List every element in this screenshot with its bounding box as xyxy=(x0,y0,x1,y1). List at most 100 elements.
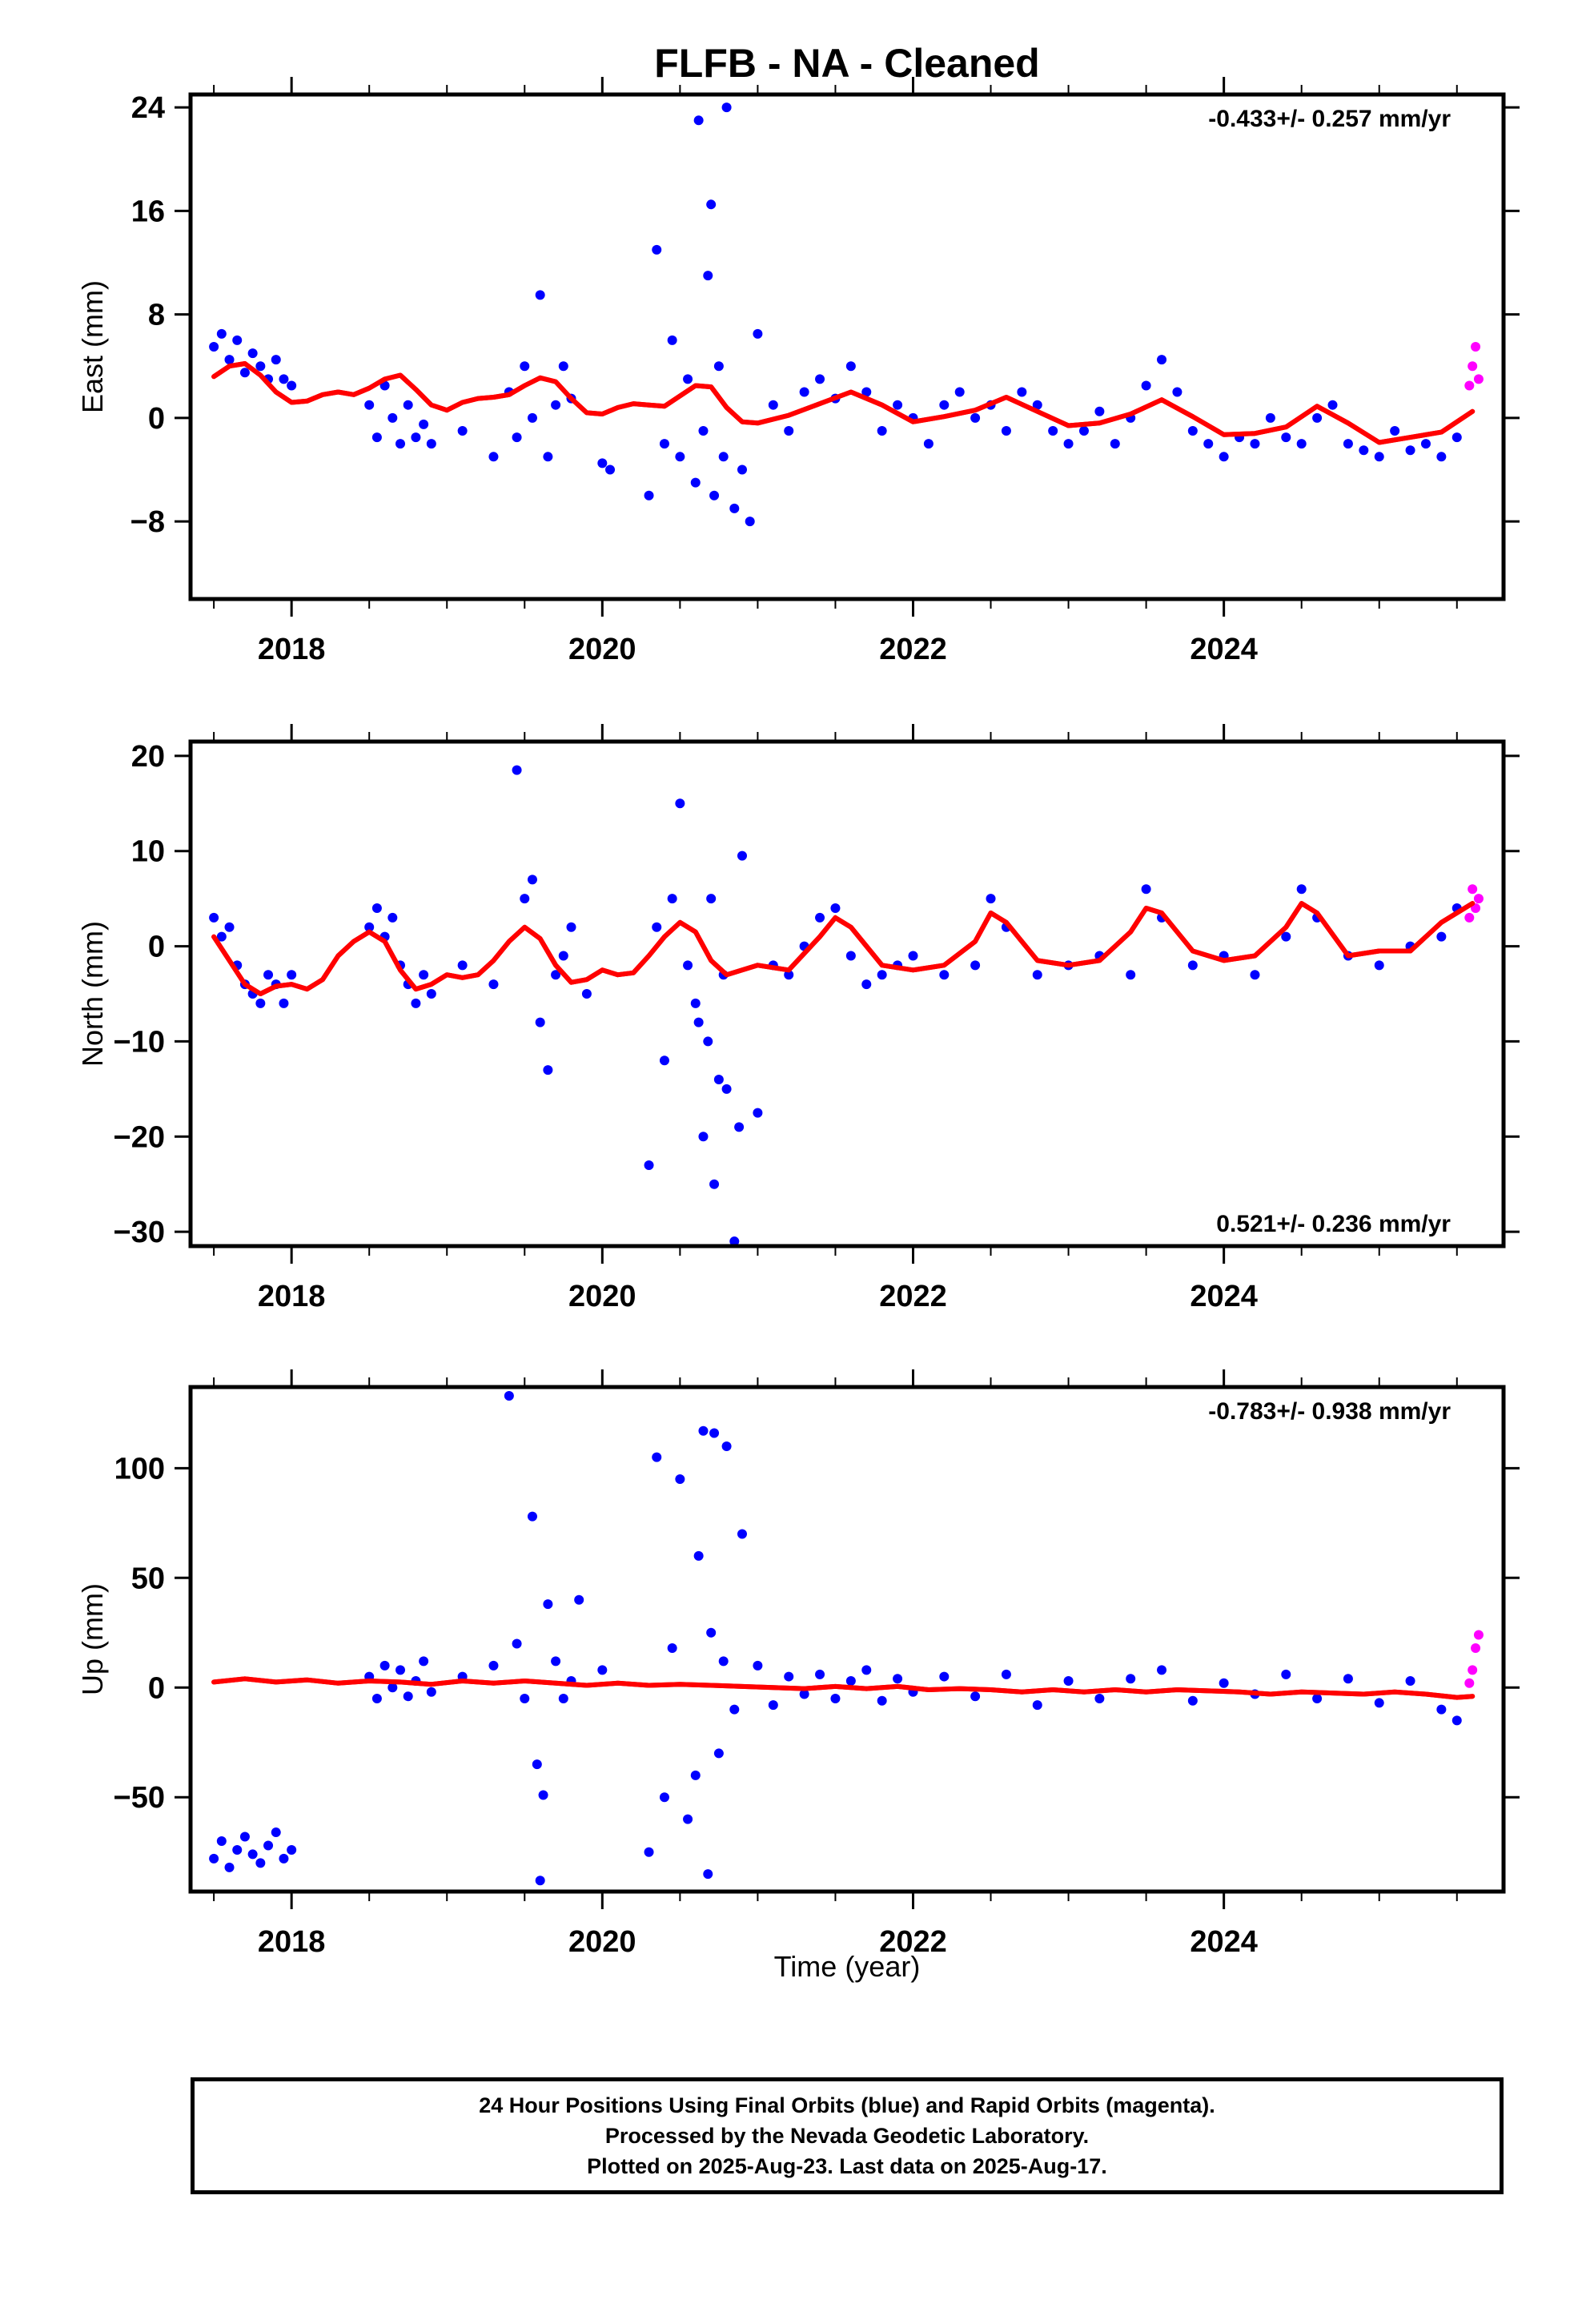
up-final-point xyxy=(387,1683,398,1693)
east-final-point xyxy=(411,432,421,443)
east-final-point xyxy=(893,400,903,410)
up-final-point xyxy=(224,1862,235,1872)
east-final-point xyxy=(287,380,297,391)
east-final-point xyxy=(683,374,693,384)
east-final-point xyxy=(1048,426,1058,436)
east-xtick-label: 2018 xyxy=(258,633,326,666)
north-final-point xyxy=(675,798,685,809)
up-rapid-point xyxy=(1473,1630,1484,1640)
up-final-point xyxy=(815,1669,825,1679)
up-rapid-point xyxy=(1464,1678,1475,1688)
east-final-point xyxy=(1219,452,1229,462)
up-final-point xyxy=(488,1660,499,1671)
up-final-point xyxy=(830,1693,841,1703)
up-final-point xyxy=(652,1452,662,1462)
north-final-point xyxy=(652,922,662,932)
up-final-point xyxy=(371,1693,382,1703)
up-final-point xyxy=(690,1770,701,1780)
east-final-point xyxy=(690,477,701,488)
east-ytick-label: −8 xyxy=(130,505,165,539)
north-final-point xyxy=(706,894,717,904)
up-final-point xyxy=(419,1656,429,1667)
east-final-point xyxy=(845,361,856,372)
east-final-point xyxy=(1265,412,1275,423)
east-final-point xyxy=(1327,400,1338,410)
north-final-point xyxy=(520,894,530,904)
footer-line-3: Plotted on 2025-Aug-23. Last data on 202… xyxy=(587,2154,1107,2178)
up-final-point xyxy=(729,1704,740,1715)
up-final-point xyxy=(426,1687,436,1697)
up-final-point xyxy=(574,1594,584,1605)
east-final-point xyxy=(1281,432,1291,443)
north-final-point xyxy=(419,970,429,980)
north-final-point xyxy=(287,970,297,980)
north-frame xyxy=(188,739,1506,1248)
east-final-point xyxy=(255,361,266,372)
east-final-point xyxy=(271,355,281,365)
east-final-point xyxy=(1374,452,1384,462)
north-final-point xyxy=(1126,970,1136,980)
up-rate-label: -0.783+/- 0.938 mm/yr xyxy=(1208,1398,1451,1425)
east-final-point xyxy=(703,271,713,281)
north-xtick-label: 2022 xyxy=(879,1280,947,1313)
east-final-point xyxy=(558,361,568,372)
north-xtick-label: 2018 xyxy=(258,1280,326,1313)
north-final-point xyxy=(690,998,701,1008)
up-ytick-label: −50 xyxy=(114,1781,165,1815)
up-final-point xyxy=(861,1665,872,1675)
east-final-point xyxy=(1296,439,1307,449)
up-final-point xyxy=(698,1425,709,1436)
panels: 2018 2020 2022 2024 24 16 8 0 −8 East (mm) -0.433+… xyxy=(76,77,1520,1959)
north-ytick-label: 20 xyxy=(131,740,165,774)
up-final-point xyxy=(1436,1704,1447,1715)
east-final-point xyxy=(209,342,219,352)
up-final-point xyxy=(1157,1665,1167,1675)
north-final-point xyxy=(939,970,950,980)
north-rapid-point xyxy=(1468,884,1478,895)
up-final-point xyxy=(675,1474,685,1485)
up-final-point xyxy=(706,1627,717,1638)
up-final-point xyxy=(535,1876,545,1886)
up-frame xyxy=(188,1385,1506,1894)
north-final-point xyxy=(698,1132,709,1142)
up-final-point xyxy=(893,1674,903,1684)
north-xtick-label: 2020 xyxy=(568,1280,636,1313)
east-final-point xyxy=(364,400,375,410)
east-ytick-label: 8 xyxy=(148,299,165,332)
north-final-point xyxy=(1436,931,1447,942)
north-final-point xyxy=(734,1122,745,1132)
up-final-point xyxy=(551,1656,561,1667)
east-final-point xyxy=(535,290,545,300)
up-final-point xyxy=(659,1792,669,1803)
east-final-point xyxy=(1390,426,1400,436)
east-final-point xyxy=(1063,439,1074,449)
up-final-point xyxy=(784,1671,794,1682)
up-data xyxy=(209,1390,1484,1886)
north-final-point xyxy=(488,979,499,990)
up-final-point xyxy=(970,1691,981,1702)
east-final-point xyxy=(457,426,468,436)
east-final-point xyxy=(721,103,732,113)
up-final-point xyxy=(216,1836,227,1846)
north-final-point xyxy=(986,894,996,904)
east-final-point xyxy=(232,335,243,345)
east-final-point xyxy=(877,426,887,436)
east-final-point xyxy=(279,374,289,384)
north-final-point xyxy=(543,1065,553,1076)
north-final-point xyxy=(411,998,421,1008)
east-frame xyxy=(188,92,1506,601)
north-final-point xyxy=(693,1017,704,1027)
north-final-point xyxy=(387,912,398,923)
up-final-point xyxy=(703,1869,713,1880)
east-final-point xyxy=(815,374,825,384)
east-final-point xyxy=(239,368,250,378)
north-final-point xyxy=(667,894,677,904)
up-final-point xyxy=(263,1840,274,1851)
east-xtick-label: 2020 xyxy=(568,633,636,666)
up-final-point xyxy=(1063,1676,1074,1687)
up-final-point xyxy=(713,1748,724,1759)
east-final-point xyxy=(1452,432,1462,443)
east-final-point xyxy=(784,426,794,436)
north-final-point xyxy=(713,1074,724,1084)
north-final-point xyxy=(1187,960,1198,971)
